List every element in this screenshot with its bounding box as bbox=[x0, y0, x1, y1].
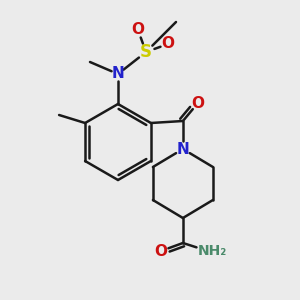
Text: N: N bbox=[176, 142, 189, 157]
Text: O: O bbox=[161, 37, 175, 52]
Text: NH₂: NH₂ bbox=[197, 244, 226, 258]
Text: S: S bbox=[140, 43, 152, 61]
Text: O: O bbox=[154, 244, 167, 259]
Text: O: O bbox=[191, 95, 204, 110]
Text: O: O bbox=[131, 22, 145, 38]
Text: N: N bbox=[112, 67, 124, 82]
